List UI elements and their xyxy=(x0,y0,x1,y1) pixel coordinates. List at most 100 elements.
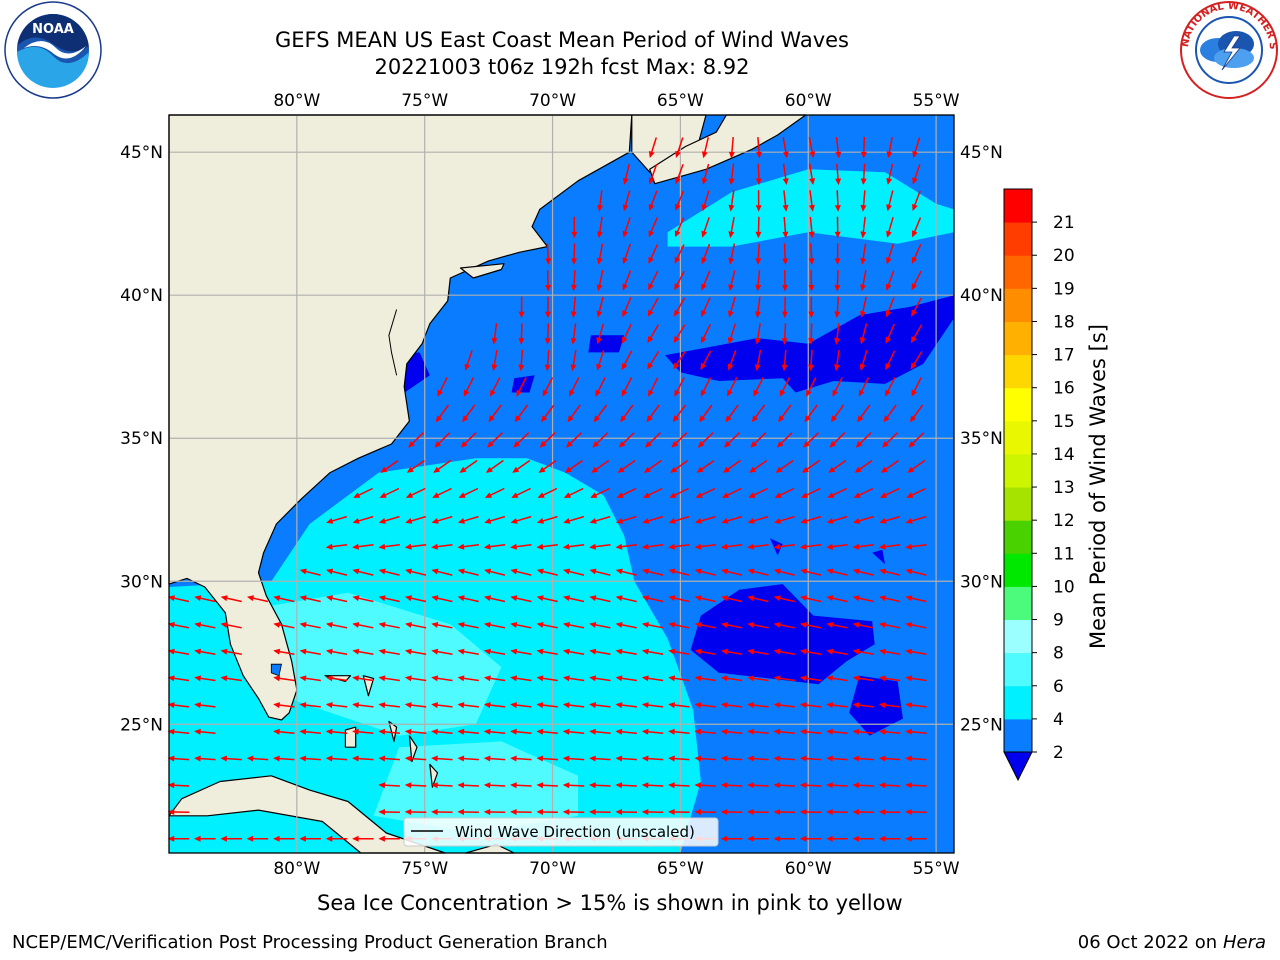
arrow-head xyxy=(220,648,228,655)
direction-arrow xyxy=(641,543,664,550)
arrow-head xyxy=(299,755,307,762)
direction-arrow xyxy=(483,702,506,709)
arrow-head xyxy=(596,231,603,239)
direction-arrow xyxy=(537,487,558,498)
arrow-head xyxy=(596,363,602,371)
arrow-head xyxy=(747,755,754,762)
arrow-head xyxy=(727,363,734,371)
arrow-head xyxy=(782,178,789,185)
arrow-head xyxy=(694,568,702,575)
colorbar-tick-label: 4 xyxy=(1053,710,1064,730)
direction-arrow xyxy=(852,622,874,629)
direction-arrow xyxy=(722,487,742,498)
direction-arrow xyxy=(697,432,714,448)
arrow-head xyxy=(194,622,202,628)
arrow-head xyxy=(747,675,755,682)
arrow-head xyxy=(589,728,596,735)
direction-arrow xyxy=(510,568,532,576)
direction-arrow xyxy=(352,835,374,842)
arrow-head xyxy=(669,492,677,498)
arrow-head xyxy=(273,595,281,602)
direction-arrow xyxy=(835,137,842,159)
colorbar-segment xyxy=(1004,354,1032,389)
direction-arrow xyxy=(563,648,585,655)
direction-arrow xyxy=(910,351,923,370)
colorbar-segment xyxy=(1004,619,1032,654)
direction-arrow xyxy=(885,323,895,344)
direction-arrow xyxy=(701,137,710,159)
direction-arrow xyxy=(457,543,479,550)
direction-arrow xyxy=(720,728,743,735)
direction-arrow xyxy=(273,702,295,709)
direction-arrow xyxy=(589,595,611,603)
direction-arrow xyxy=(826,515,848,524)
direction-arrow xyxy=(773,809,796,815)
direction-arrow xyxy=(622,243,632,265)
lat-tick-label-left: 30°N xyxy=(120,572,163,592)
direction-arrow xyxy=(885,243,895,265)
arrow-head xyxy=(701,177,708,185)
arrow-head xyxy=(378,595,386,602)
arrow-head xyxy=(648,389,654,397)
arrow-head xyxy=(510,702,517,709)
direction-arrow xyxy=(755,243,762,265)
arrow-head xyxy=(247,595,254,602)
direction-arrow xyxy=(879,595,901,603)
arrow-head xyxy=(721,518,729,524)
colorbar-tick-label: 20 xyxy=(1053,246,1075,266)
direction-arrow xyxy=(885,377,896,397)
sea-ice-note: Sea Ice Concentration > 15% is shown in … xyxy=(317,891,903,915)
direction-arrow xyxy=(641,809,664,815)
arrow-head xyxy=(809,151,816,159)
arrow-head xyxy=(673,362,680,370)
colorbar-segment xyxy=(1004,321,1032,356)
arrow-head xyxy=(694,702,702,709)
arrow-head xyxy=(167,782,175,789)
period-under-2s-region xyxy=(588,335,625,353)
arrow-head xyxy=(510,782,517,789)
direction-arrow xyxy=(879,515,901,524)
arrow-head xyxy=(458,492,466,498)
direction-arrow xyxy=(911,297,923,317)
direction-arrow xyxy=(431,648,453,655)
arrow-head xyxy=(457,675,465,682)
arrow-head xyxy=(854,466,862,473)
direction-arrow xyxy=(536,782,558,789)
direction-arrow xyxy=(490,377,501,397)
arrow-head xyxy=(670,466,678,473)
arrow-head xyxy=(773,728,781,735)
arrow-head xyxy=(799,809,807,815)
direction-arrow xyxy=(909,404,924,423)
direction-arrow xyxy=(615,702,637,709)
arrow-head xyxy=(905,675,913,682)
arrow-head xyxy=(674,283,680,291)
arrow-head xyxy=(645,441,652,448)
direction-arrow xyxy=(878,702,901,709)
direction-arrow xyxy=(720,543,743,550)
direction-arrow xyxy=(545,243,552,265)
direction-arrow xyxy=(747,595,769,603)
direction-arrow xyxy=(458,487,479,498)
direction-arrow xyxy=(194,622,216,629)
direction-arrow xyxy=(462,404,476,423)
arrow-head xyxy=(431,648,439,655)
arrow-head xyxy=(720,755,728,762)
direction-arrow xyxy=(905,728,927,735)
arrow-head xyxy=(457,755,465,762)
arrow-head xyxy=(834,284,841,292)
direction-arrow xyxy=(536,809,558,815)
direction-arrow xyxy=(435,404,450,423)
arrow-head xyxy=(536,568,544,575)
arrow-head xyxy=(799,755,807,762)
colorbar-tick-label: 8 xyxy=(1053,644,1064,664)
arrow-head xyxy=(674,230,681,238)
arrow-head xyxy=(615,622,623,628)
direction-arrow xyxy=(571,243,578,265)
colorbar-tick-label: 12 xyxy=(1053,511,1075,531)
direction-arrow xyxy=(880,459,899,473)
direction-arrow xyxy=(886,137,893,159)
arrow-head xyxy=(643,466,651,473)
direction-arrow xyxy=(701,243,711,265)
arrow-head xyxy=(463,389,470,397)
arrow-head xyxy=(622,310,628,318)
